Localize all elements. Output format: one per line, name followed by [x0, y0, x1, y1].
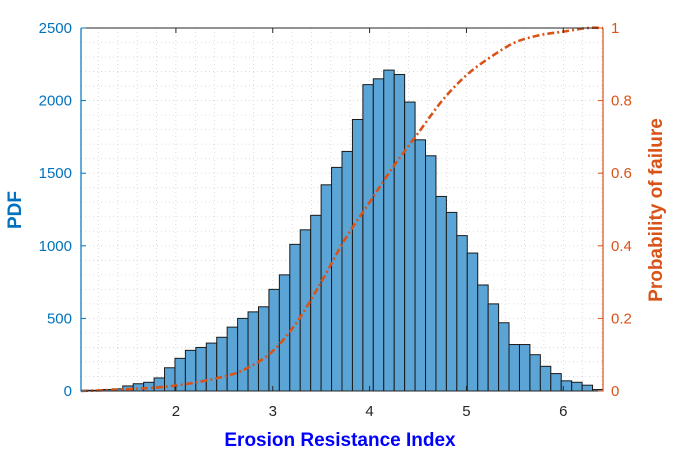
histogram-bar	[498, 322, 510, 392]
histogram-bar	[456, 235, 468, 392]
histogram-bar	[195, 346, 207, 392]
right-tick-label: 1	[611, 20, 619, 37]
histogram-bar	[550, 373, 562, 392]
right-tick-label: 0.8	[611, 93, 632, 110]
left-tick-label: 2000	[39, 93, 72, 110]
histogram-bar	[351, 118, 364, 392]
right-tick-label: 0.6	[611, 165, 632, 182]
right-tick-label: 0.4	[611, 238, 632, 255]
histogram-bar	[487, 303, 500, 392]
left-tick-label: 0	[64, 383, 72, 400]
x-tick-label: 2	[172, 403, 180, 420]
right-y-axis-label: Probability of failure	[646, 118, 667, 302]
histogram-bar	[581, 384, 594, 392]
histogram-bar	[226, 326, 239, 392]
histogram-bar	[477, 284, 489, 392]
histogram-bar	[237, 317, 249, 392]
x-ticks: 2 3 4 5 6	[172, 28, 567, 420]
probability-of-failure-curve	[80, 26, 604, 393]
left-tick-label: 1000	[39, 238, 72, 255]
histogram-bar	[404, 101, 416, 392]
histogram-bar	[205, 342, 218, 392]
x-axis-label: Erosion Resistance Index	[224, 430, 456, 451]
histogram-bar	[529, 354, 541, 392]
histogram-bar	[435, 195, 447, 392]
histogram-bar	[257, 306, 270, 392]
histogram-bar	[331, 166, 343, 392]
left-tick-label: 1500	[39, 165, 72, 182]
x-tick-label: 3	[269, 403, 277, 420]
histogram-bar	[425, 155, 437, 392]
histogram-bar	[372, 78, 385, 392]
histogram-bar	[466, 252, 479, 392]
left-y-axis-label: PDF	[5, 191, 26, 229]
histogram-bar	[268, 288, 280, 392]
histogram-bar	[383, 69, 395, 392]
histogram-bar	[278, 274, 291, 392]
plot-axes	[80, 27, 604, 392]
left-tick-label: 500	[47, 310, 72, 327]
x-tick-label: 5	[462, 403, 470, 420]
histogram-bar	[518, 344, 531, 392]
left-tick-label: 2500	[39, 20, 72, 37]
histogram-bar	[414, 139, 427, 392]
right-tick-label: 0	[611, 383, 619, 400]
histogram-bar	[508, 344, 520, 392]
histogram-bar	[320, 184, 333, 392]
histogram-bar	[539, 365, 552, 392]
right-tick-label: 0.2	[611, 310, 632, 327]
left-y-ticks: 0 500 1000 1500 2000 2500	[39, 20, 86, 400]
histogram-bar	[341, 150, 353, 392]
histogram-bar	[247, 311, 259, 392]
histogram-bar	[571, 381, 583, 392]
histogram-bar	[216, 336, 228, 392]
histogram-bar	[362, 84, 374, 392]
x-tick-label: 6	[559, 403, 567, 420]
histogram-bar	[445, 211, 458, 392]
histogram-bar	[310, 214, 322, 392]
right-y-ticks: 0 0.2 0.4 0.6 0.8 1	[598, 20, 632, 400]
x-tick-label: 4	[365, 403, 373, 420]
histogram-bar	[393, 73, 406, 392]
histogram-bar	[153, 377, 166, 392]
histogram-bars	[80, 69, 604, 392]
